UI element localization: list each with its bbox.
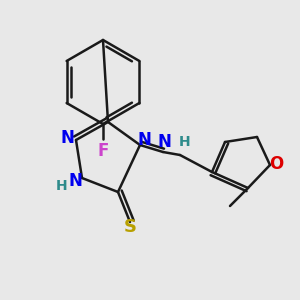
Text: O: O xyxy=(269,155,283,173)
Text: N: N xyxy=(60,129,74,147)
Text: N: N xyxy=(157,133,171,151)
Text: N: N xyxy=(68,172,82,190)
Text: H: H xyxy=(56,179,68,193)
Text: F: F xyxy=(97,142,109,160)
Text: H: H xyxy=(179,135,191,149)
Text: N: N xyxy=(137,131,151,149)
Text: S: S xyxy=(124,218,136,236)
